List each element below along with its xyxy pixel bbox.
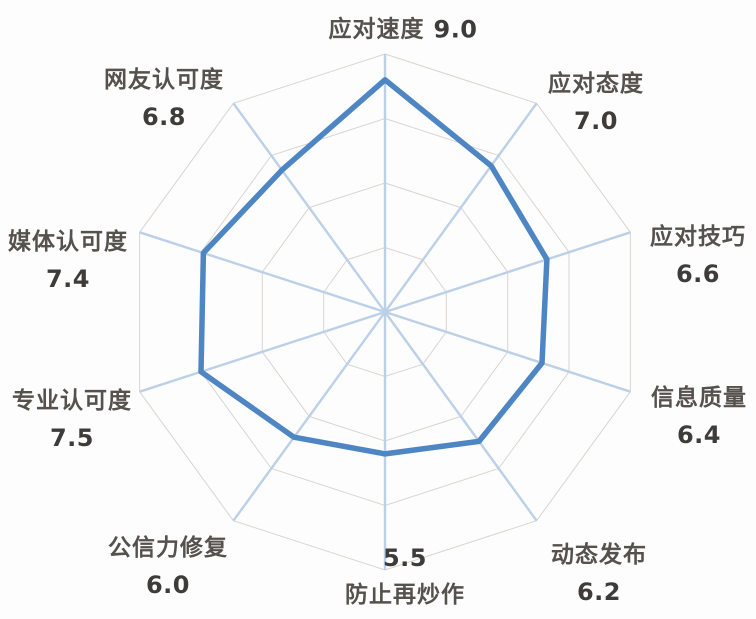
axis-spoke	[384, 311, 538, 522]
axis-spoke	[384, 231, 631, 314]
axis-label-value: 9.0	[433, 15, 478, 44]
axis-label-value: 5.5	[382, 544, 427, 572]
axis-label: 公信力修复 6.0	[108, 530, 228, 604]
axis-label-name: 动态发布	[551, 542, 647, 568]
axis-label-name: 媒体认可度	[8, 229, 128, 255]
axis-label-name: 应对态度	[548, 71, 644, 97]
axis-label: 动态发布 6.2	[551, 537, 647, 611]
axis-label: 信息质量 6.4	[651, 380, 747, 454]
axis-label: 应对态度 7.0	[548, 66, 644, 140]
axis-label-value: 6.2	[576, 578, 621, 606]
axis-label: 应对技巧 6.6	[650, 219, 746, 293]
axis-label-value: 6.0	[145, 571, 190, 599]
axis-label: 防止再炒作 5.5	[345, 540, 465, 614]
axis-label-name: 应对速度	[328, 16, 425, 43]
axis-spoke	[384, 310, 631, 393]
axis-label-name: 应对技巧	[650, 224, 746, 250]
axis-spoke	[139, 310, 386, 393]
axis-spoke	[384, 102, 538, 313]
axis-spoke	[232, 311, 386, 522]
axis-spoke	[232, 102, 386, 313]
axis-label-name: 专业认可度	[12, 388, 132, 414]
axis-label-value: 6.8	[141, 103, 186, 131]
axis-label: 专业认可度 7.5	[12, 383, 132, 457]
axis-label: 应对速度 9.0	[328, 12, 477, 49]
axis-spokes	[139, 54, 631, 570]
axis-label-value: 7.4	[45, 265, 90, 293]
axis-label-value: 6.6	[675, 260, 720, 288]
axis-label-value: 7.0	[573, 107, 618, 135]
data-series	[198, 77, 550, 457]
axis-label-value: 6.4	[676, 421, 721, 449]
axis-label-name: 网友认可度	[104, 67, 224, 93]
axis-label: 网友认可度 6.8	[104, 62, 224, 136]
axis-label-value: 7.5	[49, 424, 94, 452]
axis-label-name: 信息质量	[651, 385, 747, 411]
axis-label: 媒体认可度 7.4	[8, 224, 128, 298]
data-polygon	[198, 77, 550, 457]
axis-label-name: 防止再炒作	[345, 582, 465, 608]
axis-spoke	[139, 231, 386, 314]
axis-label-name: 公信力修复	[108, 535, 228, 561]
